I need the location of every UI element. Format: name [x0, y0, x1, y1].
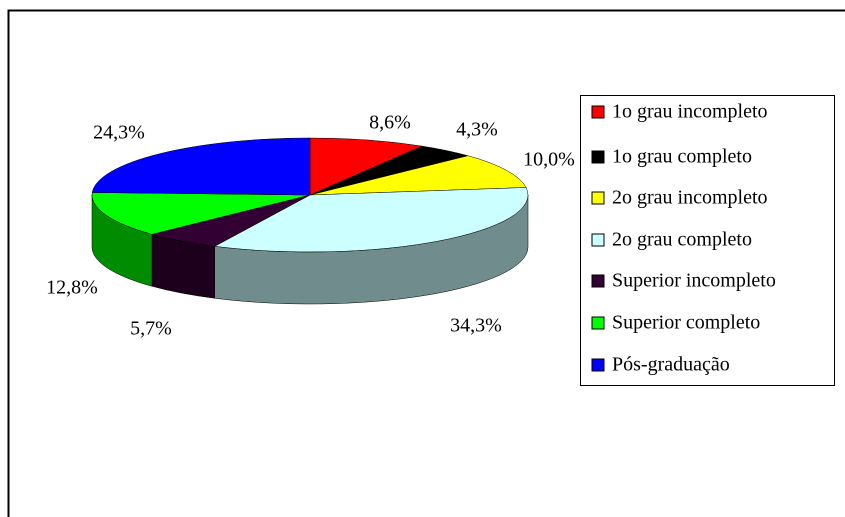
legend-label: 1o grau incompleto: [612, 101, 768, 123]
data-label: 24,3%: [93, 122, 145, 144]
data-label: 34,3%: [450, 315, 502, 337]
legend-swatch: [591, 105, 605, 119]
legend-label: 2o grau completo: [612, 229, 752, 251]
pie-slice: [309, 137, 424, 196]
legend-swatch: [591, 150, 605, 164]
legend-swatch: [591, 358, 605, 372]
data-label: 5,7%: [130, 318, 172, 340]
data-label: 4,3%: [456, 119, 498, 141]
legend-swatch: [591, 316, 605, 330]
legend-swatch: [591, 191, 605, 205]
data-label: 8,6%: [369, 112, 411, 134]
pie-slice: [213, 187, 529, 253]
data-label: 10,0%: [523, 149, 575, 171]
legend-label: 1o grau completo: [612, 146, 752, 168]
legend-label: Superior incompleto: [612, 270, 776, 292]
legend-label: 2o grau incompleto: [612, 187, 768, 209]
legend-swatch: [591, 274, 605, 288]
pie-slice: [309, 155, 527, 196]
legend-swatch: [591, 233, 605, 247]
legend-box: [580, 95, 835, 386]
data-label: 12,8%: [46, 277, 98, 299]
pie-slice: [91, 137, 311, 196]
legend-label: Pós-graduação: [612, 354, 730, 376]
pie-slice: [91, 192, 311, 235]
legend-label: Superior completo: [612, 312, 760, 334]
